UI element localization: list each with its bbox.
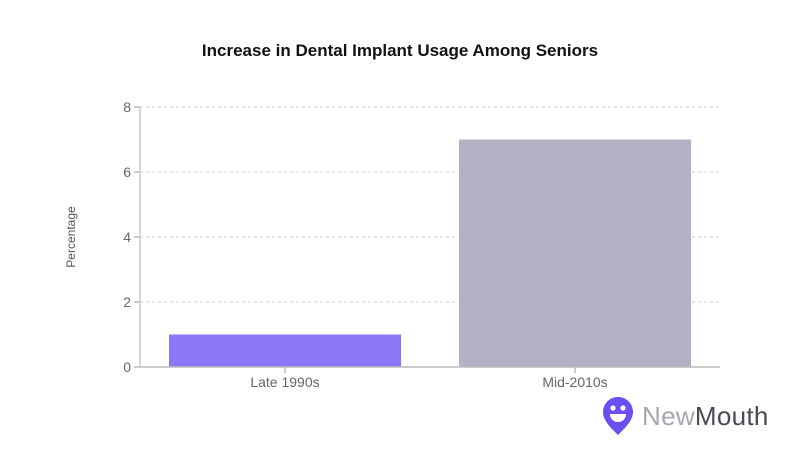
newmouth-logo: NewMouth	[602, 396, 769, 436]
x-tick-label: Mid-2010s	[542, 374, 607, 390]
y-tick-label: 4	[123, 229, 131, 245]
logo-text-mouth: Mouth	[694, 400, 769, 431]
chart-title: Increase in Dental Implant Usage Among S…	[201, 41, 599, 60]
y-tick-label: 6	[123, 164, 131, 180]
y-tick-label: 2	[123, 294, 131, 310]
smiley-pin-icon	[603, 397, 633, 435]
logo-text-new: New	[642, 400, 695, 431]
y-tick-label: 8	[123, 99, 131, 115]
y-tick-label: 0	[123, 359, 131, 375]
y-axis-label: Percentage	[64, 206, 78, 268]
x-tick-label: Late 1990s	[250, 374, 319, 390]
bar-mid-2010s	[459, 139, 691, 367]
bar-late-1990s	[169, 334, 401, 367]
